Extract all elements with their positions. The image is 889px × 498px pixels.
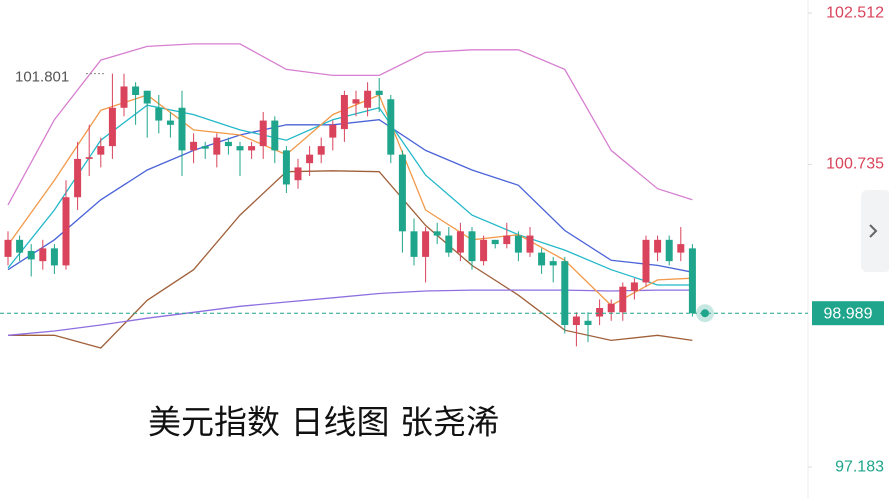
candle-body: [375, 90, 383, 95]
candle-body: [178, 107, 186, 151]
candle-body: [538, 252, 546, 266]
indicator-line: [7, 289, 693, 336]
candle-body: [642, 239, 650, 283]
candle-body: [50, 248, 58, 266]
last-price-label: 98.989: [824, 305, 873, 322]
candle-body: [572, 316, 580, 326]
candle-body: [166, 120, 174, 125]
candle-body: [630, 282, 638, 291]
candle-body: [132, 86, 140, 95]
candle-body: [352, 99, 360, 104]
candle-body: [62, 197, 70, 266]
candle-body: [155, 107, 163, 121]
candle-body: [387, 99, 395, 155]
candle-body: [480, 239, 488, 262]
candle-body: [468, 231, 476, 262]
candle-body: [120, 86, 128, 108]
candle-body: [561, 261, 569, 326]
candle-body: [398, 154, 406, 232]
candle-body: [364, 90, 372, 108]
next-button[interactable]: [861, 190, 889, 272]
candle-body: [4, 239, 12, 257]
candle-body: [491, 239, 499, 245]
candle-body: [39, 248, 47, 262]
candle-body: [503, 235, 511, 245]
candle-body: [317, 146, 325, 155]
indicator-line: [7, 43, 693, 206]
candle-body: [97, 146, 105, 155]
candle-body: [340, 94, 348, 130]
candle-body: [677, 244, 685, 253]
candle-body: [108, 107, 116, 147]
last-price-dot: [701, 309, 709, 318]
candle-body: [688, 248, 696, 314]
candle-body: [410, 231, 418, 257]
y-tick-label: 97.183: [835, 458, 884, 475]
indicator-line: [7, 119, 693, 273]
candle-body: [329, 124, 337, 138]
candle-body: [306, 154, 314, 164]
candle-body: [271, 120, 279, 151]
last-price-box: [812, 301, 884, 326]
candle-body: [74, 158, 82, 198]
candle-body: [584, 320, 592, 326]
candle-body: [445, 235, 453, 253]
candle-body: [549, 261, 557, 266]
candle-body: [526, 235, 534, 253]
candle-body: [654, 239, 662, 253]
candle-body: [619, 286, 627, 313]
candle-body: [665, 239, 673, 262]
candle-body: [248, 146, 256, 151]
candle-body: [259, 120, 267, 147]
candle-body: [236, 146, 244, 151]
candle-body: [143, 90, 151, 104]
candle-body: [85, 157, 93, 159]
candle-body: [514, 235, 522, 253]
candle-body: [213, 137, 221, 155]
candle-body: [190, 141, 198, 151]
y-tick-label: 102.512: [826, 4, 884, 21]
candle-body: [294, 167, 302, 181]
candle-body: [596, 308, 604, 317]
candle-body: [27, 250, 35, 260]
candle-body: [282, 150, 290, 185]
max-label: 101.801: [15, 69, 69, 86]
chart-title: 美元指数 日线图 张尧浠: [148, 403, 499, 442]
candle-body: [607, 303, 615, 313]
candle-body: [201, 146, 209, 149]
candle-body: [224, 141, 232, 147]
y-tick-label: 100.735: [826, 156, 884, 173]
candle-body: [16, 239, 24, 253]
candle-body: [433, 231, 441, 236]
candle-body: [422, 231, 430, 257]
candle-body: [456, 231, 464, 253]
